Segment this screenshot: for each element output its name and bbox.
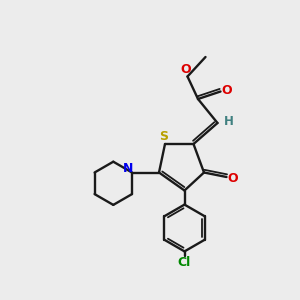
Text: N: N bbox=[123, 162, 134, 176]
Text: S: S bbox=[159, 130, 168, 143]
Text: O: O bbox=[228, 172, 238, 185]
Text: O: O bbox=[181, 63, 191, 76]
Text: O: O bbox=[222, 83, 232, 97]
Text: H: H bbox=[224, 115, 234, 128]
Text: Cl: Cl bbox=[178, 256, 191, 269]
